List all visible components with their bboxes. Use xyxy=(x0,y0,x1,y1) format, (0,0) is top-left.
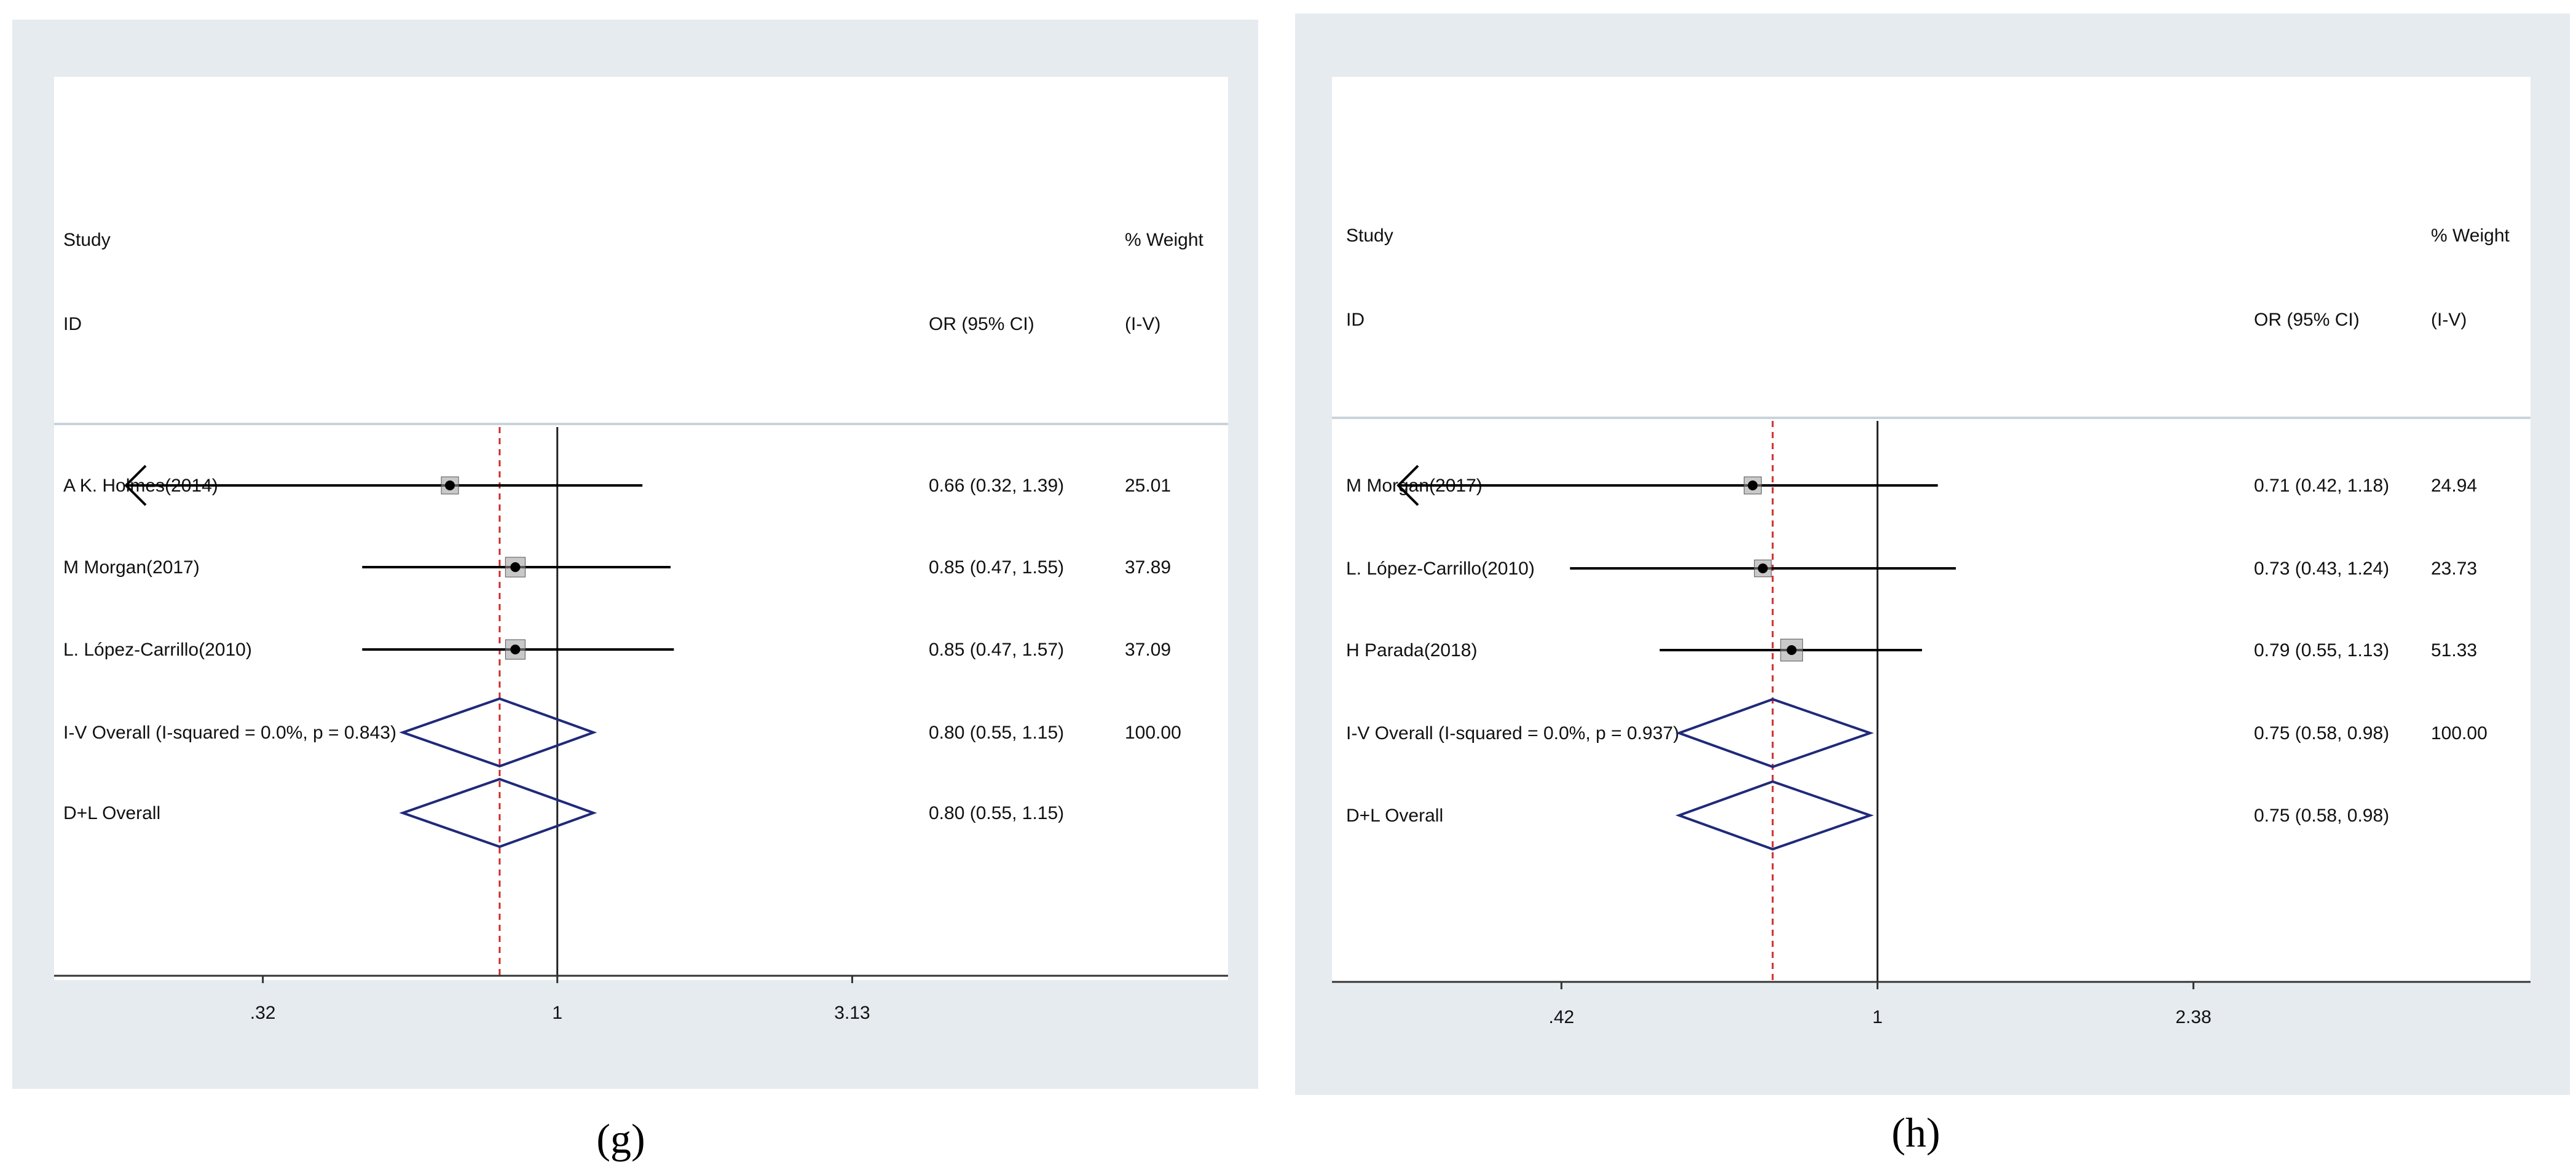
weight-value: 25.01 xyxy=(1125,476,1171,496)
effect-estimate-text: 0.66 (0.32, 1.39) xyxy=(929,476,1064,496)
overall-label: I-V Overall (I-squared = 0.0%, p = 0.843… xyxy=(63,723,396,743)
weight-value: 37.89 xyxy=(1125,557,1171,578)
effect-estimate-text: 0.75 (0.58, 0.98) xyxy=(2254,806,2389,826)
x-tick-label: 1 xyxy=(552,1003,562,1023)
weight-value: 23.73 xyxy=(2431,559,2477,579)
header-id: ID xyxy=(1346,310,1365,330)
effect-estimate-text: 0.71 (0.42, 1.18) xyxy=(2254,476,2389,496)
study-label: L. López-Carrillo(2010) xyxy=(63,640,252,660)
point-estimate xyxy=(1747,481,1758,490)
ci-truncation-arrow xyxy=(1396,465,1419,506)
overall-row: D+L Overall 0.80 (0.55, 1.15) xyxy=(63,777,1064,849)
effect-estimate-text: 0.85 (0.47, 1.57) xyxy=(929,640,1064,660)
study-row: A K. Holmes(2014) 0.66 (0.32, 1.39) 25.01 xyxy=(63,465,1171,506)
header-effect: OR (95% CI) xyxy=(2254,310,2360,330)
plot-area xyxy=(54,77,1228,980)
x-tick-label: 3.13 xyxy=(834,1003,870,1023)
x-tick-label: .42 xyxy=(1548,1007,1574,1027)
panel-caption: (g) xyxy=(596,1115,645,1162)
header-id: ID xyxy=(63,314,82,334)
plot-area xyxy=(1332,77,2531,983)
overall-label: D+L Overall xyxy=(63,803,160,823)
effect-estimate-text: 0.80 (0.55, 1.15) xyxy=(929,803,1064,823)
panel-caption: (h) xyxy=(1891,1109,1940,1156)
study-label: H Parada(2018) xyxy=(1346,640,1477,661)
header-weight: % Weight xyxy=(2431,226,2510,246)
weight-value: 100.00 xyxy=(2431,723,2487,743)
header-study: Study xyxy=(1346,226,1393,246)
effect-estimate-text: 0.80 (0.55, 1.15) xyxy=(929,723,1064,743)
effect-estimate-text: 0.85 (0.47, 1.55) xyxy=(929,557,1064,578)
study-row: M Morgan(2017) 0.85 (0.47, 1.55) 37.89 xyxy=(63,557,1171,578)
overall-row: I-V Overall (I-squared = 0.0%, p = 0.843… xyxy=(63,697,1181,768)
study-label: M Morgan(2017) xyxy=(63,557,200,578)
overall-row: I-V Overall (I-squared = 0.0%, p = 0.937… xyxy=(1346,697,2487,769)
x-tick-label: .32 xyxy=(250,1003,276,1023)
point-estimate xyxy=(510,562,521,572)
overall-label: D+L Overall xyxy=(1346,806,1443,826)
pooled-diamond xyxy=(1675,780,1874,851)
weight-value: 51.33 xyxy=(2431,640,2477,661)
point-estimate xyxy=(1758,563,1768,573)
header-weight: % Weight xyxy=(1125,230,1204,250)
header-weight-method: (I-V) xyxy=(2431,310,2467,330)
overall-label: I-V Overall (I-squared = 0.0%, p = 0.937… xyxy=(1346,723,1679,743)
x-tick-label: 1 xyxy=(1872,1007,1883,1027)
header-effect: OR (95% CI) xyxy=(929,314,1034,334)
pooled-diamond xyxy=(399,697,597,768)
weight-value: 37.09 xyxy=(1125,640,1171,660)
weight-value: 100.00 xyxy=(1125,723,1181,743)
effect-estimate-text: 0.79 (0.55, 1.13) xyxy=(2254,640,2389,661)
weight-value: 24.94 xyxy=(2431,476,2477,496)
x-tick-label: 2.38 xyxy=(2175,1007,2211,1027)
effect-estimate-text: 0.73 (0.43, 1.24) xyxy=(2254,559,2389,579)
ci-truncation-arrow xyxy=(124,465,147,506)
point-estimate xyxy=(444,481,455,490)
effect-estimate-text: 0.75 (0.58, 0.98) xyxy=(2254,723,2389,743)
overall-row: D+L Overall 0.75 (0.58, 0.98) xyxy=(1346,780,2389,851)
point-estimate xyxy=(510,645,521,654)
header-study: Study xyxy=(63,230,111,250)
study-row: L. López-Carrillo(2010) 0.73 (0.43, 1.24)… xyxy=(1346,559,2477,579)
study-row: H Parada(2018) 0.79 (0.55, 1.13) 51.33 xyxy=(1346,638,2477,662)
header-weight-method: (I-V) xyxy=(1125,314,1160,334)
study-label: L. López-Carrillo(2010) xyxy=(1346,559,1535,579)
pooled-diamond xyxy=(399,777,597,849)
pooled-diamond xyxy=(1675,697,1874,769)
point-estimate xyxy=(1786,645,1797,655)
study-row: M Morgan(2017) 0.71 (0.42, 1.18) 24.94 xyxy=(1346,465,2477,506)
study-row: L. López-Carrillo(2010) 0.85 (0.47, 1.57)… xyxy=(63,639,1171,660)
